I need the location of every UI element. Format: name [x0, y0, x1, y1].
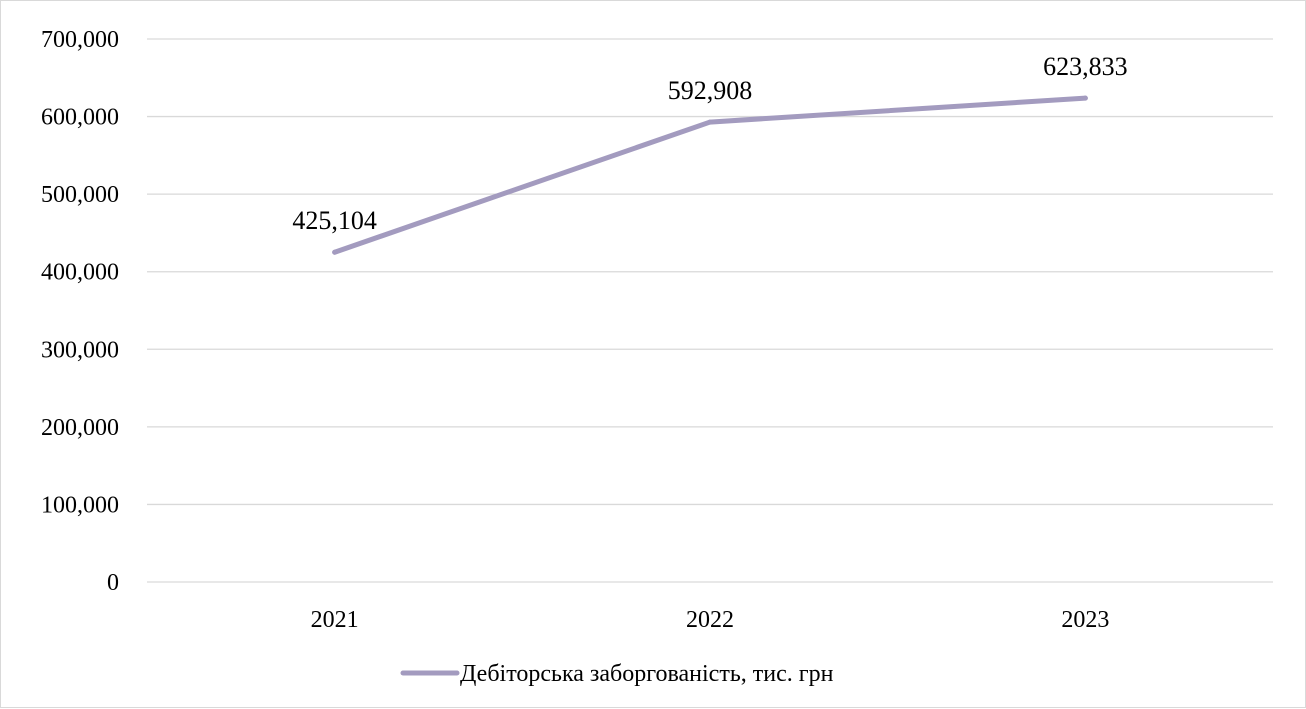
y-tick-label: 600,000 [41, 105, 119, 131]
data-point [1082, 95, 1088, 101]
x-axis-ticks: 2021 2022 2023 [311, 607, 1110, 633]
legend-label: Дебіторська заборгованість, тис. грн [460, 661, 834, 687]
gridlines [147, 38, 1273, 583]
legend: Дебіторська заборгованість, тис. грн [400, 661, 834, 687]
y-tick-label: 400,000 [41, 260, 119, 286]
y-tick-label: 200,000 [41, 415, 119, 441]
y-tick-label: 100,000 [41, 492, 119, 518]
x-tick-label: 2022 [686, 607, 734, 633]
series-group [332, 95, 1088, 255]
y-tick-label: 0 [107, 570, 119, 596]
y-tick-label: 500,000 [41, 182, 119, 208]
data-label: 592,908 [668, 76, 753, 105]
y-axis-ticks: 0 100,000 200,000 300,000 400,000 500,000 600,… [41, 27, 119, 596]
data-labels: 425,104 592,908 623,833 [292, 52, 1127, 235]
data-point [707, 119, 713, 125]
data-label: 425,104 [292, 206, 377, 235]
data-point [332, 249, 338, 255]
x-tick-label: 2023 [1061, 607, 1109, 633]
y-tick-label: 700,000 [41, 27, 119, 53]
data-label: 623,833 [1043, 52, 1128, 81]
y-tick-label: 300,000 [41, 337, 119, 363]
x-tick-label: 2021 [311, 607, 359, 633]
